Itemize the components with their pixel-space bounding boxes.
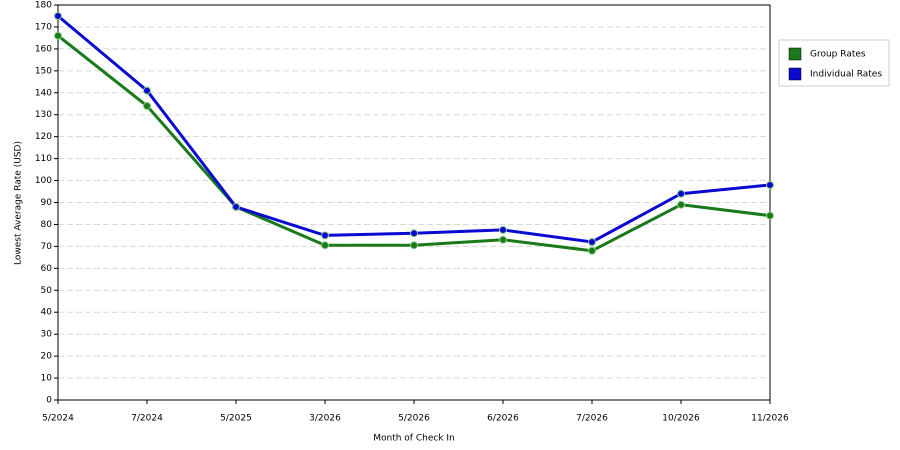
data-point — [410, 241, 418, 250]
x-tick-label: 6/2026 — [487, 414, 519, 424]
data-point — [499, 235, 507, 244]
x-tick-label: 10/2026 — [662, 414, 700, 424]
y-tick-label: 120 — [35, 132, 52, 142]
series-line — [57, 14, 771, 244]
legend-swatch — [788, 47, 802, 61]
y-tick-label: 150 — [35, 66, 52, 76]
data-point — [588, 238, 596, 246]
x-tick-label: 7/2026 — [576, 414, 608, 424]
y-tick-label: 80 — [41, 220, 53, 230]
data-point — [410, 229, 418, 238]
y-tick-label: 50 — [41, 286, 53, 296]
data-point — [499, 225, 507, 234]
x-axis-label: Month of Check In — [373, 434, 455, 444]
y-tick-label: 70 — [41, 242, 53, 252]
y-tick-label: 170 — [35, 22, 52, 32]
data-point — [143, 101, 151, 110]
legend-label: Group Rates — [810, 50, 866, 60]
y-tick-label: 130 — [35, 110, 52, 120]
y-tick-label: 110 — [35, 154, 52, 164]
y-tick-label: 20 — [41, 352, 53, 362]
y-tick-label: 140 — [35, 88, 52, 98]
y-tick-label: 100 — [35, 176, 52, 186]
y-tick-label: 180 — [35, 1, 52, 11]
legend-swatch — [788, 67, 802, 81]
data-point — [54, 11, 62, 20]
data-point — [321, 241, 329, 250]
data-point — [232, 202, 240, 211]
y-tick-label: 0 — [46, 396, 52, 406]
y-tick-label: 30 — [41, 330, 53, 340]
x-tick-label: 11/2026 — [751, 414, 789, 424]
y-tick-label: 90 — [41, 198, 53, 208]
y-tick-label: 160 — [35, 44, 52, 54]
y-tick-label: 40 — [41, 308, 53, 318]
legend-label: Individual Rates — [810, 70, 882, 80]
data-point — [321, 231, 329, 240]
x-tick-label: 7/2024 — [131, 414, 163, 424]
x-tick-label: 5/2026 — [398, 414, 430, 424]
y-axis-label: Lowest Average Rate (USD) — [14, 141, 24, 265]
data-point — [54, 31, 62, 40]
data-point — [677, 200, 685, 209]
y-tick-label: 60 — [41, 264, 53, 274]
x-tick-label: 5/2025 — [220, 414, 252, 424]
data-point — [766, 211, 774, 220]
data-point — [588, 246, 596, 255]
data-point — [677, 189, 685, 198]
data-point — [143, 86, 151, 95]
x-tick-label: 3/2026 — [309, 414, 341, 424]
series-line — [57, 34, 771, 253]
plot-frame — [57, 4, 771, 401]
data-point — [766, 180, 774, 189]
x-tick-label: 5/2024 — [42, 414, 74, 424]
y-tick-label: 10 — [41, 374, 53, 384]
